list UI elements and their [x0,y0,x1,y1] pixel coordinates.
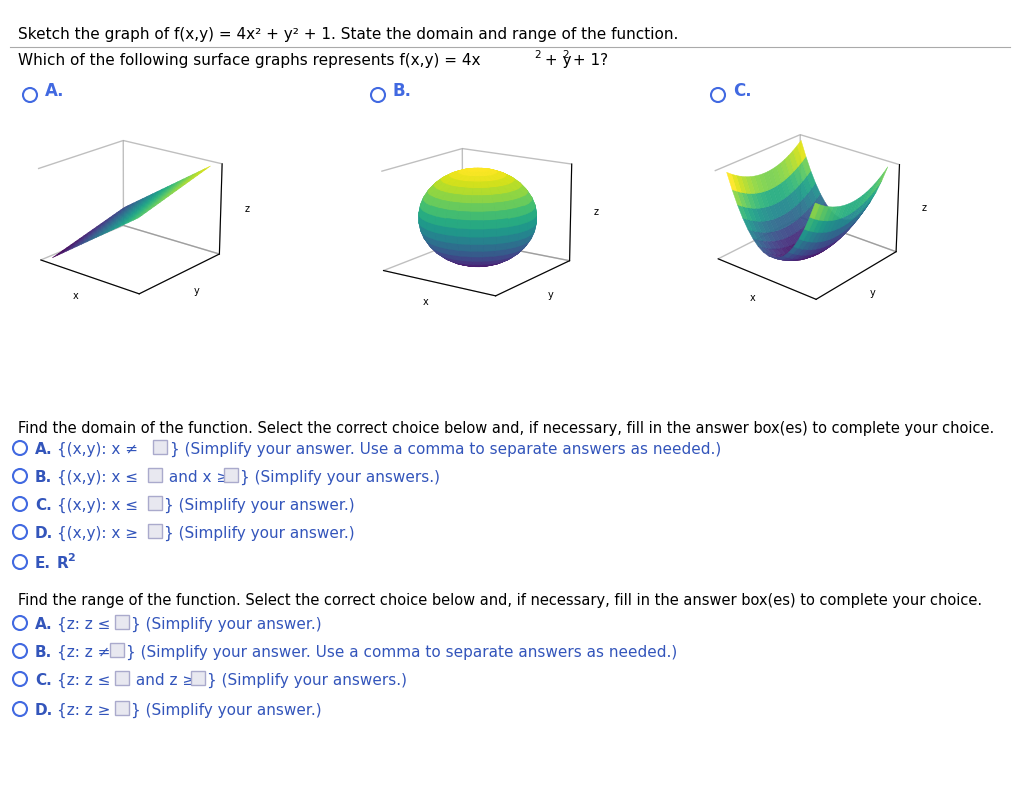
Text: {z: z ≤: {z: z ≤ [57,673,116,688]
FancyBboxPatch shape [153,440,167,454]
Text: B.: B. [35,470,52,485]
FancyBboxPatch shape [148,468,162,482]
Text: C.: C. [35,673,52,688]
Text: 2: 2 [562,50,568,60]
X-axis label: x: x [423,297,429,307]
Text: } (Simplify your answers.): } (Simplify your answers.) [240,470,440,485]
Y-axis label: y: y [870,288,876,298]
Text: + y: + y [540,53,571,68]
Text: A.: A. [35,617,52,632]
Text: Find the range of the function. Select the correct choice below and, if necessar: Find the range of the function. Select t… [18,593,982,608]
Text: 2: 2 [67,553,75,563]
Text: B.: B. [393,82,412,100]
Text: C.: C. [35,498,52,513]
Text: Find the domain of the function. Select the correct choice below and, if necessa: Find the domain of the function. Select … [18,421,994,436]
Text: {z: z ≠: {z: z ≠ [57,645,116,660]
Text: } (Simplify your answer.): } (Simplify your answer.) [131,617,322,632]
FancyBboxPatch shape [224,468,238,482]
Text: {z: z ≥: {z: z ≥ [57,703,116,718]
FancyBboxPatch shape [115,671,129,685]
Text: and x ≥: and x ≥ [164,470,234,485]
Text: E.: E. [35,556,51,571]
FancyBboxPatch shape [115,615,129,629]
FancyBboxPatch shape [115,701,129,715]
Y-axis label: y: y [194,286,199,297]
Text: Which of the following surface graphs represents f(x,y) = 4x: Which of the following surface graphs re… [18,53,480,68]
Text: } (Simplify your answer.): } (Simplify your answer.) [164,498,354,513]
Text: D.: D. [35,526,53,541]
Text: + 1?: + 1? [568,53,608,68]
Y-axis label: y: y [548,290,554,300]
Text: A.: A. [45,82,65,100]
Text: Sketch the graph of f(x,y) = 4x² + y² + 1. State the domain and range of the fun: Sketch the graph of f(x,y) = 4x² + y² + … [18,27,678,42]
Text: } (Simplify your answers.): } (Simplify your answers.) [207,673,407,688]
Text: {(x,y): x ≤: {(x,y): x ≤ [57,498,143,513]
FancyBboxPatch shape [148,496,162,510]
Text: } (Simplify your answer.): } (Simplify your answer.) [131,703,322,718]
Text: } (Simplify your answer. Use a comma to separate answers as needed.): } (Simplify your answer. Use a comma to … [170,442,721,457]
Text: } (Simplify your answer.): } (Simplify your answer.) [164,526,354,541]
Text: {(x,y): x ≥: {(x,y): x ≥ [57,526,143,541]
Text: D.: D. [35,703,53,718]
Text: C.: C. [733,82,752,100]
Text: R: R [57,556,69,571]
Text: } (Simplify your answer. Use a comma to separate answers as needed.): } (Simplify your answer. Use a comma to … [126,645,677,660]
Text: B.: B. [35,645,52,660]
X-axis label: x: x [73,290,78,301]
Text: 2: 2 [534,50,541,60]
FancyBboxPatch shape [191,671,205,685]
Text: {(x,y): x ≤: {(x,y): x ≤ [57,470,143,485]
Text: and z ≥: and z ≥ [131,673,200,688]
Text: {z: z ≤: {z: z ≤ [57,617,116,632]
Text: A.: A. [35,442,52,457]
FancyBboxPatch shape [148,524,162,538]
X-axis label: x: x [750,294,756,303]
Text: {(x,y): x ≠: {(x,y): x ≠ [57,442,143,457]
FancyBboxPatch shape [110,643,124,657]
